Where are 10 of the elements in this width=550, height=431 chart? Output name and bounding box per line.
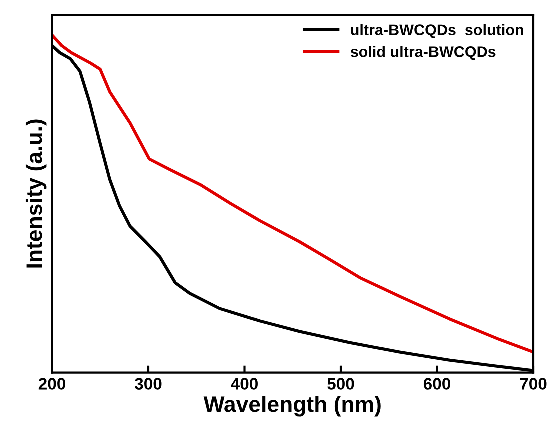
- y-axis-title: Intensity (a.u.): [26, 120, 47, 268]
- legend-label: solid ultra-BWCQDs: [350, 46, 496, 60]
- x-tick-label: 400: [231, 378, 258, 390]
- x-tick-label: 500: [328, 378, 354, 390]
- x-tick-label: 700: [520, 378, 547, 390]
- legend-label: ultra-BWCQDs solution: [351, 24, 524, 38]
- x-axis-title: Wavelength (nm): [204, 396, 381, 417]
- x-tick-label: 300: [134, 378, 162, 390]
- x-tick-label: 600: [424, 378, 450, 390]
- x-tick-label: 200: [38, 378, 66, 390]
